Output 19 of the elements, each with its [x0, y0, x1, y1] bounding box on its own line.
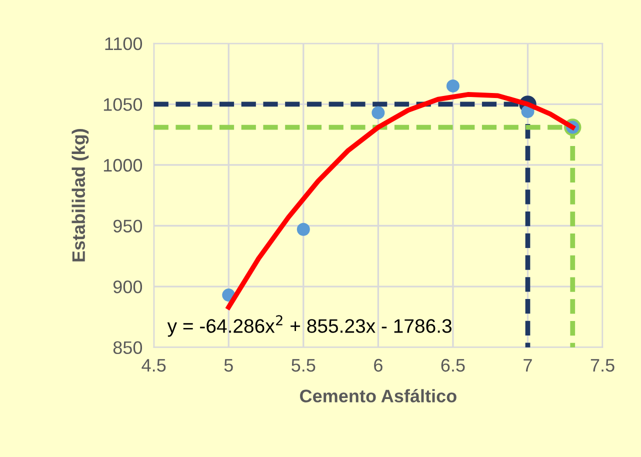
y-tick-label: 950	[113, 220, 142, 232]
y-tick-label: 900	[113, 280, 142, 294]
x-tick-label: 5.5	[292, 359, 316, 372]
x-tick-label: 6	[374, 358, 382, 372]
x-tick-label: 6.5	[441, 358, 465, 372]
y-tick-label: 1050	[104, 98, 142, 111]
x-tick-label: 7.5	[590, 359, 614, 372]
y-tick-label: 850	[113, 341, 142, 354]
point	[372, 106, 385, 120]
x-axis-title: Cemento Asfáltico	[300, 388, 456, 402]
y-tick-label: 1000	[104, 158, 142, 172]
x-tick-label: 4.5	[142, 359, 166, 372]
x-tick-label: 7	[524, 359, 532, 372]
point	[446, 79, 460, 92]
point	[296, 222, 310, 236]
y-axis-title: Estabilidad (kg)	[72, 129, 89, 262]
annotation: y = -64.286x$^{2}$ + 855.23x - 1786.3	[167, 315, 452, 337]
y-tick-label: 1100	[105, 37, 142, 50]
x-tick-label: 5	[224, 359, 233, 372]
